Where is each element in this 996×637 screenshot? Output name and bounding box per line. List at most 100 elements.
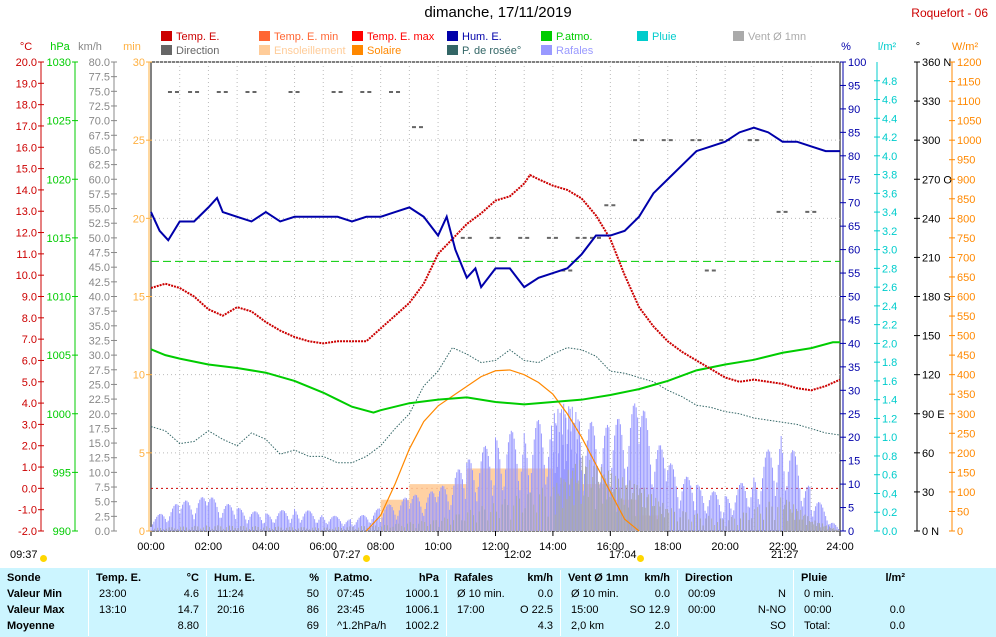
hum-tick-label: 20 — [848, 432, 860, 444]
sun_min-tick-label: 30 — [133, 57, 145, 69]
hum-tick-label: 25 — [848, 409, 860, 421]
solar-tick-label: 1150 — [957, 77, 981, 89]
legend-label: P. de rosée° — [462, 45, 522, 57]
rain-tick-label: 3.8 — [882, 170, 897, 182]
temp-tick-label: 0.0 — [22, 483, 37, 495]
temp-tick-label: 18.0 — [16, 100, 37, 112]
temp-tick-label: 20.0 — [16, 57, 37, 69]
sun_min-tick-label: 5 — [139, 448, 145, 460]
temp-tick-label: 16.0 — [16, 142, 37, 154]
x-tick-label: 10:00 — [424, 541, 452, 553]
temp-tick-label: 5.0 — [22, 377, 37, 389]
legend-swatch — [352, 45, 363, 55]
wind-tick-label: 32.5 — [89, 335, 110, 347]
stats-value: 1002.2 — [405, 620, 439, 632]
stats-time: 13:10 — [99, 604, 127, 616]
legend-label: P.atmo. — [556, 31, 593, 43]
rain-tick-label: 0.2 — [882, 507, 897, 519]
hum-tick-label: 60 — [848, 245, 860, 257]
wind-tick-label: 37.5 — [89, 306, 110, 318]
solar-tick-label: 1000 — [957, 135, 981, 147]
stats-header: Vent Ø 1mn — [568, 572, 629, 584]
legend-swatch — [259, 31, 270, 41]
sunrise-label: 07:27 — [333, 549, 361, 561]
pressure-tick-label: 990 — [53, 526, 71, 538]
dir-tick-label: 60 — [922, 448, 934, 460]
stats-unit: km/h — [527, 572, 553, 584]
temperature-line — [150, 173, 841, 392]
rain-tick-label: 1.8 — [882, 357, 897, 369]
solar-tick-label: 50 — [957, 506, 969, 518]
legend-item: Rafales — [541, 45, 593, 57]
temp-tick-label: 14.0 — [16, 185, 37, 197]
wind-tick-label: 80.0 — [89, 57, 110, 69]
wind-tick-label: 67.5 — [89, 130, 110, 142]
stats-column: Temp. E. °C 23:00 4.6 13:10 14.7 8.80 — [88, 570, 207, 636]
dir-tick-label: 240 — [922, 213, 940, 225]
noon-label: 12:02 — [504, 549, 532, 561]
stats-panel — [0, 568, 996, 637]
hum-tick-label: 65 — [848, 221, 860, 233]
sun_min-unit-label: min — [123, 41, 141, 53]
stats-header: Hum. E. — [214, 572, 255, 584]
dew-point-line — [150, 347, 841, 464]
wind-tick-label: 62.5 — [89, 160, 110, 172]
pressure-tick-label: 1010 — [47, 292, 71, 304]
stats-value: 8.80 — [177, 620, 199, 632]
temp-tick-label: 9.0 — [22, 292, 37, 304]
stats-value: 69 — [306, 620, 319, 632]
stats-unit: l/m² — [885, 572, 905, 584]
legend-label: Hum. E. — [462, 31, 502, 43]
wind-tick-label: 55.0 — [89, 204, 110, 216]
hum-tick-label: 5 — [848, 503, 854, 515]
wind-tick-label: 2.5 — [95, 511, 110, 523]
stats-value: 86 — [306, 604, 319, 616]
temp-tick-label: 17.0 — [16, 121, 37, 133]
sun_min-tick-label: 25 — [133, 135, 145, 147]
solar-tick-label: 900 — [957, 174, 975, 186]
legend-swatch — [259, 45, 270, 55]
solar-tick-label: 1200 — [957, 57, 981, 69]
solar-tick-label: 1100 — [957, 96, 981, 108]
rain-tick-label: 4.8 — [882, 76, 897, 88]
rain-tick-label: 4.0 — [882, 151, 897, 163]
hum-tick-label: 15 — [848, 456, 860, 468]
legend-item: Ensoleillement — [259, 45, 346, 57]
legend-swatch — [541, 31, 552, 41]
dir-tick-label: 300 — [922, 135, 940, 147]
hum-tick-label: 30 — [848, 385, 860, 397]
stats-column: Hum. E.% 11:24 50 20:16 86 69 — [206, 570, 327, 636]
temp-tick-label: 7.0 — [22, 334, 37, 346]
hum-tick-label: 95 — [848, 80, 860, 92]
stats-table: Sonde Valeur Min Valeur Max Moyenne Temp. E.… — [0, 570, 996, 636]
hum-tick-label: 75 — [848, 174, 860, 186]
solar-tick-label: 650 — [957, 272, 975, 284]
x-tick-label: 22:00 — [769, 541, 797, 553]
solar-tick-label: 150 — [957, 467, 975, 479]
temp-tick-label: 3.0 — [22, 419, 37, 431]
wind-tick-label: 35.0 — [89, 321, 110, 333]
sun_min-tick-label: 15 — [133, 292, 145, 304]
stats-header: Temp. E. — [96, 572, 142, 584]
legend-swatch — [447, 45, 458, 55]
stats-row-label: Moyenne — [7, 620, 55, 632]
solar-tick-label: 1050 — [957, 116, 981, 128]
wind-tick-label: 65.0 — [89, 145, 110, 157]
stats-time: 15:00 — [571, 604, 599, 616]
wind-tick-label: 30.0 — [89, 350, 110, 362]
chart-title: dimanche, 17/11/2019 — [424, 4, 572, 21]
stats-column: Rafales km/h Ø 10 min. 0.0 17:00 O 22.5 4.3 — [446, 570, 561, 636]
legend-swatch — [161, 45, 172, 55]
dir-tick-label: 30 — [922, 487, 934, 499]
rain-tick-label: 4.6 — [882, 95, 897, 107]
stats-value: N-NO — [757, 604, 786, 616]
stats-time: 07:45 — [337, 588, 365, 600]
solar-tick-label: 200 — [957, 448, 975, 460]
sunset-label: 17:04 — [609, 549, 637, 561]
rain-tick-label: 2.4 — [882, 301, 897, 313]
rain-unit-label: l/m² — [878, 41, 897, 53]
stats-unit: °C — [186, 572, 199, 584]
stats-value: 4.3 — [537, 620, 553, 632]
solar-tick-label: 0 — [957, 526, 963, 538]
rain-tick-label: 3.4 — [882, 207, 897, 219]
